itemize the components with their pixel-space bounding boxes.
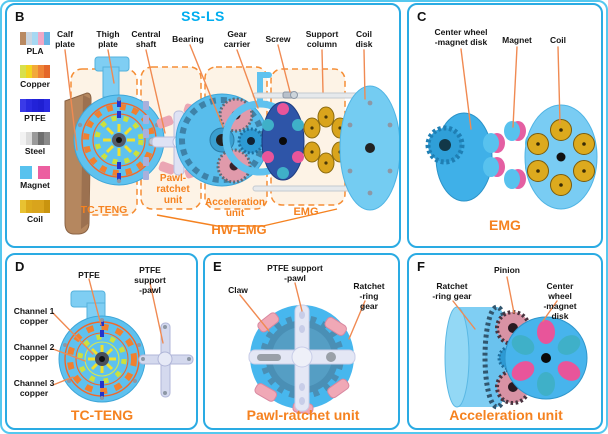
panel-letter: E: [213, 259, 222, 274]
coil-disk-part: [524, 104, 598, 210]
center-wheel-part: [425, 112, 493, 202]
label-unit-hw-emg: HW-EMG: [211, 222, 267, 237]
legend-label: Coil: [26, 214, 44, 224]
leader-lines: [452, 276, 558, 330]
copper-swatch-icon: [20, 65, 50, 78]
label-ptfe-support-pawl: PTFE support -pawl: [267, 263, 323, 284]
label-center-wheel-magnet-disk: Center wheel -magnet disk: [543, 281, 577, 322]
panel-e-pawl-ratchet: E PTFE support -pawl Claw Ratchet -ring …: [203, 253, 400, 430]
hw-emg-bracket: [156, 208, 338, 227]
legend-item-coil: Coil: [13, 200, 57, 224]
label-channel-3-copper: Channel 3 copper: [13, 378, 55, 399]
label-thigh-plate: Thigh plate: [96, 29, 120, 50]
leader-lines: [460, 46, 561, 130]
panel-b-title: SS-LS: [181, 8, 225, 24]
legend-item-pla: PLA: [13, 32, 57, 56]
panel-e-title: Pawl-ratchet unit: [246, 407, 360, 423]
label-unit-acceleration: Acceleration unit: [204, 197, 266, 219]
panel-f-acceleration: F Pinion Ratchet -ring gear Center wheel…: [407, 253, 603, 430]
panel-c-title: EMG: [489, 217, 521, 233]
label-center-wheel-magnet-disk: Center wheel -magnet disk: [434, 27, 488, 48]
panel-f-title: Acceleration unit: [449, 407, 563, 423]
label-coil: Coil: [549, 35, 567, 45]
label-pinion: Pinion: [494, 265, 520, 275]
label-unit-tc-teng: TC-TENG: [80, 204, 128, 216]
legend-label: PTFE: [24, 113, 46, 123]
leader-lines: [239, 282, 366, 340]
emg-exploded-illustration: [425, 46, 598, 210]
panel-letter: B: [15, 9, 25, 24]
ptfe-strips-part: [143, 101, 149, 180]
panel-d-title: TC-TENG: [70, 407, 134, 423]
panel-d-tc-teng: D PTFE PTFE support -pawl Channel 1 copp…: [5, 253, 198, 430]
label-claw: Claw: [228, 285, 248, 295]
pawl-ratchet-illustration: [239, 282, 366, 415]
label-calf-plate: Calf plate: [55, 29, 75, 50]
legend-item-ptfe: PTFE: [13, 99, 57, 123]
label-ptfe: PTFE: [78, 270, 100, 280]
legend-label: Copper: [20, 79, 50, 89]
label-ratchet-ring-gear: Ratchet -ring gear: [432, 281, 472, 302]
teng-disc-part: [58, 315, 146, 403]
exploded-assembly-illustration: [64, 44, 399, 235]
steel-swatch-icon: [20, 132, 50, 145]
center-wheel-magnet-disk-part: [261, 101, 305, 181]
coil-swatch-icon: [20, 200, 50, 213]
label-channel-1-copper: Channel 1 copper: [13, 306, 55, 327]
panel-letter: D: [15, 259, 25, 274]
screw-part: [282, 91, 298, 99]
label-bearing: Bearing: [172, 34, 204, 44]
legend-item-steel: Steel: [13, 132, 57, 156]
panel-c-emg: C Center wheel -magnet disk Magnet Coil …: [407, 3, 603, 248]
panel-letter: F: [417, 259, 425, 274]
support-pawl-part: [248, 304, 356, 412]
leader-lines: [64, 44, 366, 151]
panel-b-ss-ls: B SS-LS PLA Copper PTFE Steel Magnet Coi…: [5, 3, 401, 248]
legend-label: Magnet: [20, 180, 50, 190]
label-support-column: Support column: [305, 29, 339, 50]
coil-disk-part: [339, 85, 399, 211]
legend-item-magnet: Magnet: [13, 166, 57, 190]
label-magnet: Magnet: [502, 35, 532, 45]
label-screw: Screw: [265, 34, 291, 44]
tc-teng-illustration: [52, 278, 194, 403]
label-channel-2-copper: Channel 2 copper: [13, 342, 55, 363]
panel-letter: C: [417, 9, 427, 24]
magnet-swatch-icon: [20, 166, 50, 179]
label-ratchet-ring-gear: Ratchet -ring gear: [353, 281, 385, 312]
center-wheel-magnet-disk-part: [504, 316, 588, 400]
label-ptfe-support-pawl: PTFE support -pawl: [134, 265, 166, 296]
leader-lines: [52, 278, 164, 386]
support-pawl-part: [138, 322, 194, 398]
acceleration-unit-illustration: [444, 276, 588, 410]
legend-item-copper: Copper: [13, 65, 57, 89]
legend-label: PLA: [26, 46, 44, 56]
legend-label: Steel: [24, 146, 46, 156]
label-coil-disk: Coil disk: [355, 29, 373, 50]
label-central-shaft: Central shaft: [131, 29, 161, 50]
label-gear-carrier: Gear carrier: [223, 29, 251, 50]
label-unit-emg: EMG: [293, 206, 319, 218]
label-unit-pawl-ratchet: Pawl- ratchet unit: [156, 173, 190, 206]
claws-part: [254, 312, 350, 415]
pla-swatch-icon: [20, 32, 50, 45]
ptfe-swatch-icon: [20, 99, 50, 112]
